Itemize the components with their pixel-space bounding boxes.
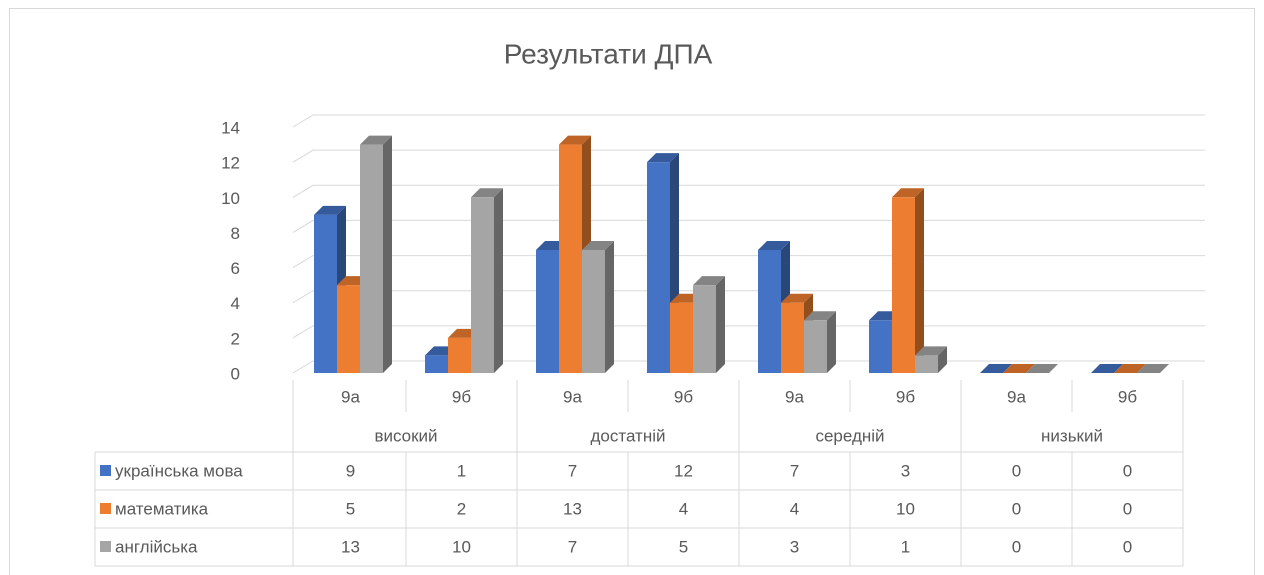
- table-value: 7: [568, 461, 577, 480]
- legend-label: українська мова: [115, 461, 243, 480]
- bar: [915, 355, 938, 373]
- legend-key: [100, 503, 111, 514]
- y-tick-label: 6: [231, 259, 240, 278]
- chart-border: [9, 8, 1255, 575]
- bar: [693, 285, 716, 373]
- table-value: 9: [346, 461, 355, 480]
- table-value: 1: [457, 461, 466, 480]
- bar-side: [383, 135, 392, 373]
- chart-title: Результати ДПА: [504, 38, 713, 69]
- bar-top: [892, 188, 924, 198]
- group-label: низький: [1041, 426, 1103, 445]
- x-tick-label: 9а: [1007, 387, 1026, 406]
- legend-label: англійська: [115, 537, 198, 556]
- bar-top: [471, 188, 503, 198]
- x-tick-label: 9б: [1118, 387, 1137, 406]
- bar: [892, 197, 915, 373]
- bar-top: [314, 205, 346, 215]
- bar: [582, 250, 605, 373]
- bar-top: [915, 346, 947, 356]
- bar: [647, 162, 670, 373]
- y-tick-label: 10: [221, 189, 240, 208]
- bar: [804, 320, 827, 373]
- bar-top: [980, 364, 1012, 373]
- table-value: 0: [1012, 537, 1021, 556]
- grid-line: [292, 184, 1205, 198]
- y-tick-label: 12: [221, 154, 240, 173]
- table-value: 4: [790, 499, 799, 518]
- group-label: достатній: [591, 426, 666, 445]
- table-value: 1: [901, 537, 910, 556]
- bar-side: [494, 188, 503, 373]
- table-value: 0: [1123, 499, 1132, 518]
- bar: [337, 285, 360, 373]
- x-tick-label: 9б: [896, 387, 915, 406]
- table-value: 13: [341, 537, 360, 556]
- table-value: 0: [1012, 461, 1021, 480]
- bar-top: [647, 153, 679, 163]
- table-value: 0: [1012, 499, 1021, 518]
- table-value: 7: [790, 461, 799, 480]
- bar: [670, 302, 693, 373]
- legend-label: математика: [115, 499, 209, 518]
- bar-side: [915, 188, 924, 373]
- grid-line: [292, 114, 1205, 128]
- table-value: 3: [790, 537, 799, 556]
- x-tick-label: 9а: [785, 387, 804, 406]
- group-label: високий: [374, 426, 437, 445]
- bar-top: [1003, 364, 1035, 373]
- table-value: 0: [1123, 537, 1132, 556]
- bar-top: [360, 135, 392, 145]
- x-tick-label: 9а: [341, 387, 360, 406]
- bar: [781, 302, 804, 373]
- bar: [471, 197, 494, 373]
- table-value: 0: [1123, 461, 1132, 480]
- bar: [425, 355, 448, 373]
- bar-side: [605, 241, 614, 373]
- bar: [559, 144, 582, 373]
- group-label: середній: [815, 426, 884, 445]
- table-value: 2: [457, 499, 466, 518]
- bar-top: [758, 241, 790, 250]
- bar: [448, 337, 471, 373]
- y-tick-label: 4: [231, 294, 240, 313]
- y-tick-label: 0: [231, 364, 240, 383]
- table-value: 10: [896, 499, 915, 518]
- bar-top: [804, 311, 836, 321]
- bar: [314, 214, 337, 373]
- x-tick-label: 9а: [563, 387, 582, 406]
- table-value: 12: [674, 461, 693, 480]
- bar: [536, 250, 559, 373]
- table-value: 10: [452, 537, 471, 556]
- bar: [360, 144, 383, 373]
- bar-side: [827, 311, 836, 373]
- bar-side: [716, 276, 725, 373]
- y-tick-label: 8: [231, 224, 240, 243]
- bar-top: [1026, 364, 1058, 373]
- bar-top: [693, 276, 725, 286]
- legend-key: [100, 541, 111, 552]
- x-tick-label: 9б: [674, 387, 693, 406]
- table-value: 5: [679, 537, 688, 556]
- y-tick-label: 14: [221, 118, 240, 137]
- bar: [869, 320, 892, 373]
- grid-line: [292, 149, 1205, 163]
- bar-top: [1137, 364, 1169, 373]
- bar-top: [559, 135, 591, 145]
- bar-side: [938, 346, 947, 373]
- table-value: 5: [346, 499, 355, 518]
- bar-top: [781, 293, 813, 303]
- legend-key: [100, 465, 111, 476]
- y-tick-label: 2: [231, 329, 240, 348]
- table-value: 13: [563, 499, 582, 518]
- x-tick-label: 9б: [452, 387, 471, 406]
- table-value: 3: [901, 461, 910, 480]
- bar-top: [582, 241, 614, 250]
- bar-top: [1091, 364, 1123, 373]
- table-value: 7: [568, 537, 577, 556]
- bar: [758, 250, 781, 373]
- table-value: 4: [679, 499, 688, 518]
- bar-top: [1114, 364, 1146, 373]
